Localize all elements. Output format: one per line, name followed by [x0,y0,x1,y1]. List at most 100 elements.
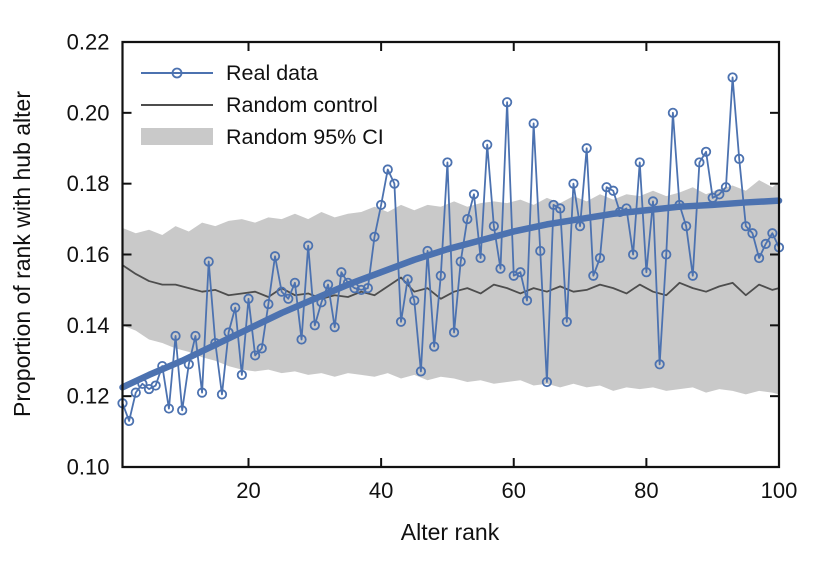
real-data-marker [521,295,533,306]
real-data-marker [515,267,526,278]
real-data-marker [581,143,592,154]
legend-label-random-ci: Random 95% CI [226,125,384,149]
real-data-marker [687,270,698,281]
real-data-marker [654,359,665,370]
real-data-marker [541,376,553,388]
real-data-marker [329,322,340,333]
ci-band-swatch [141,128,213,145]
y-tick-label: 0.16 [67,242,110,267]
real-data-marker [124,415,135,427]
real-data-marker [561,316,572,327]
real-data-marker [243,293,254,304]
ci-band [122,180,779,395]
real-data-marker [216,389,228,400]
real-data-marker [309,320,320,331]
ci-band-layer [122,180,779,395]
real-data-marker [767,228,778,239]
legend-item-random-control: Random control [141,93,378,117]
real-data-marker [402,274,413,285]
real-data-marker [594,252,606,264]
legend-label-real-data: Real data [226,61,318,85]
real-data-marker [734,153,745,164]
real-data-marker [475,252,486,264]
y-tick-labels: 0.10 0.12 0.14 0.16 0.18 0.20 0.22 [67,30,110,480]
real-data-marker [694,157,705,168]
real-data-marker-swatch [171,67,183,79]
real-data-marker [150,380,161,391]
real-data-marker [263,298,274,310]
real-data-marker [336,267,347,278]
real-data-marker [608,185,619,196]
real-data-marker [468,189,480,200]
real-data-marker [269,251,281,262]
real-data-marker [236,369,247,381]
real-data-marker [250,350,261,361]
real-data-marker [256,343,267,354]
real-data-marker [528,118,539,129]
real-data-marker [747,228,758,239]
real-data-marker [442,157,453,168]
real-data-marker [435,270,446,281]
real-data-marker [720,182,732,193]
real-data-marker [760,238,771,249]
real-data-marker [395,316,407,327]
real-data-marker [362,283,373,294]
real-data-marker [482,139,493,150]
y-tick-label: 0.22 [67,30,110,55]
real-data-marker [681,221,692,232]
y-tick-label: 0.10 [67,455,110,480]
real-data-marker [462,213,473,225]
real-data-marker [170,330,181,342]
real-data-marker [429,341,440,352]
real-data-marker [455,256,466,267]
y-tick-label: 0.14 [67,313,110,338]
x-tick-label: 20 [236,478,260,503]
real-data-marker [376,199,387,211]
real-data-marker [502,97,513,108]
real-data-marker [283,293,294,304]
real-data-marker [568,178,579,189]
real-data-marker [190,330,201,342]
axes-frame [121,40,781,469]
real-data-marker [634,157,645,168]
legend-item-random-ci: Random 95% CI [141,125,384,149]
real-data-marker [415,366,427,377]
y-tick-label: 0.20 [67,100,110,125]
random-control-layer [122,264,780,300]
trend-line-layer [119,197,783,391]
real-data-marker [196,387,208,398]
real-data-marker [130,387,141,398]
real-data-marker [588,270,599,281]
real-data-marker [289,277,301,288]
real-data-marker [667,107,678,118]
real-data-marker [382,164,393,175]
real-data-marker [754,252,765,264]
real-data-marker [495,263,506,274]
real-data-marker [448,327,460,338]
real-data-marker [740,221,751,232]
x-tick-label: 40 [369,478,393,503]
real-data-marker [700,146,712,157]
y-axis-label: Proportion of rank with hub alter [9,91,35,417]
y-tick-label: 0.12 [67,384,110,409]
x-tick-label: 100 [761,478,798,503]
x-tick-label: 60 [502,478,526,503]
x-tick-labels: 20 40 60 80 100 [236,478,797,503]
real-data-marker [727,72,738,83]
real-data-marker [296,334,307,345]
legend-label-random-control: Random control [226,93,378,117]
x-axis-label: Alter rank [401,519,500,545]
legend: Real data Random control Random 95% CI [141,61,384,149]
real-data-marker [661,249,672,260]
real-data-marker [356,284,367,296]
real-data-marker [369,231,380,242]
real-data-marker [389,178,400,189]
real-data-marker [322,279,334,290]
real-data-marker [535,245,546,257]
real-data-marker [641,267,652,278]
real-data-marker [276,286,287,297]
real-data-marker [303,240,314,251]
real-data-marker [203,256,214,267]
